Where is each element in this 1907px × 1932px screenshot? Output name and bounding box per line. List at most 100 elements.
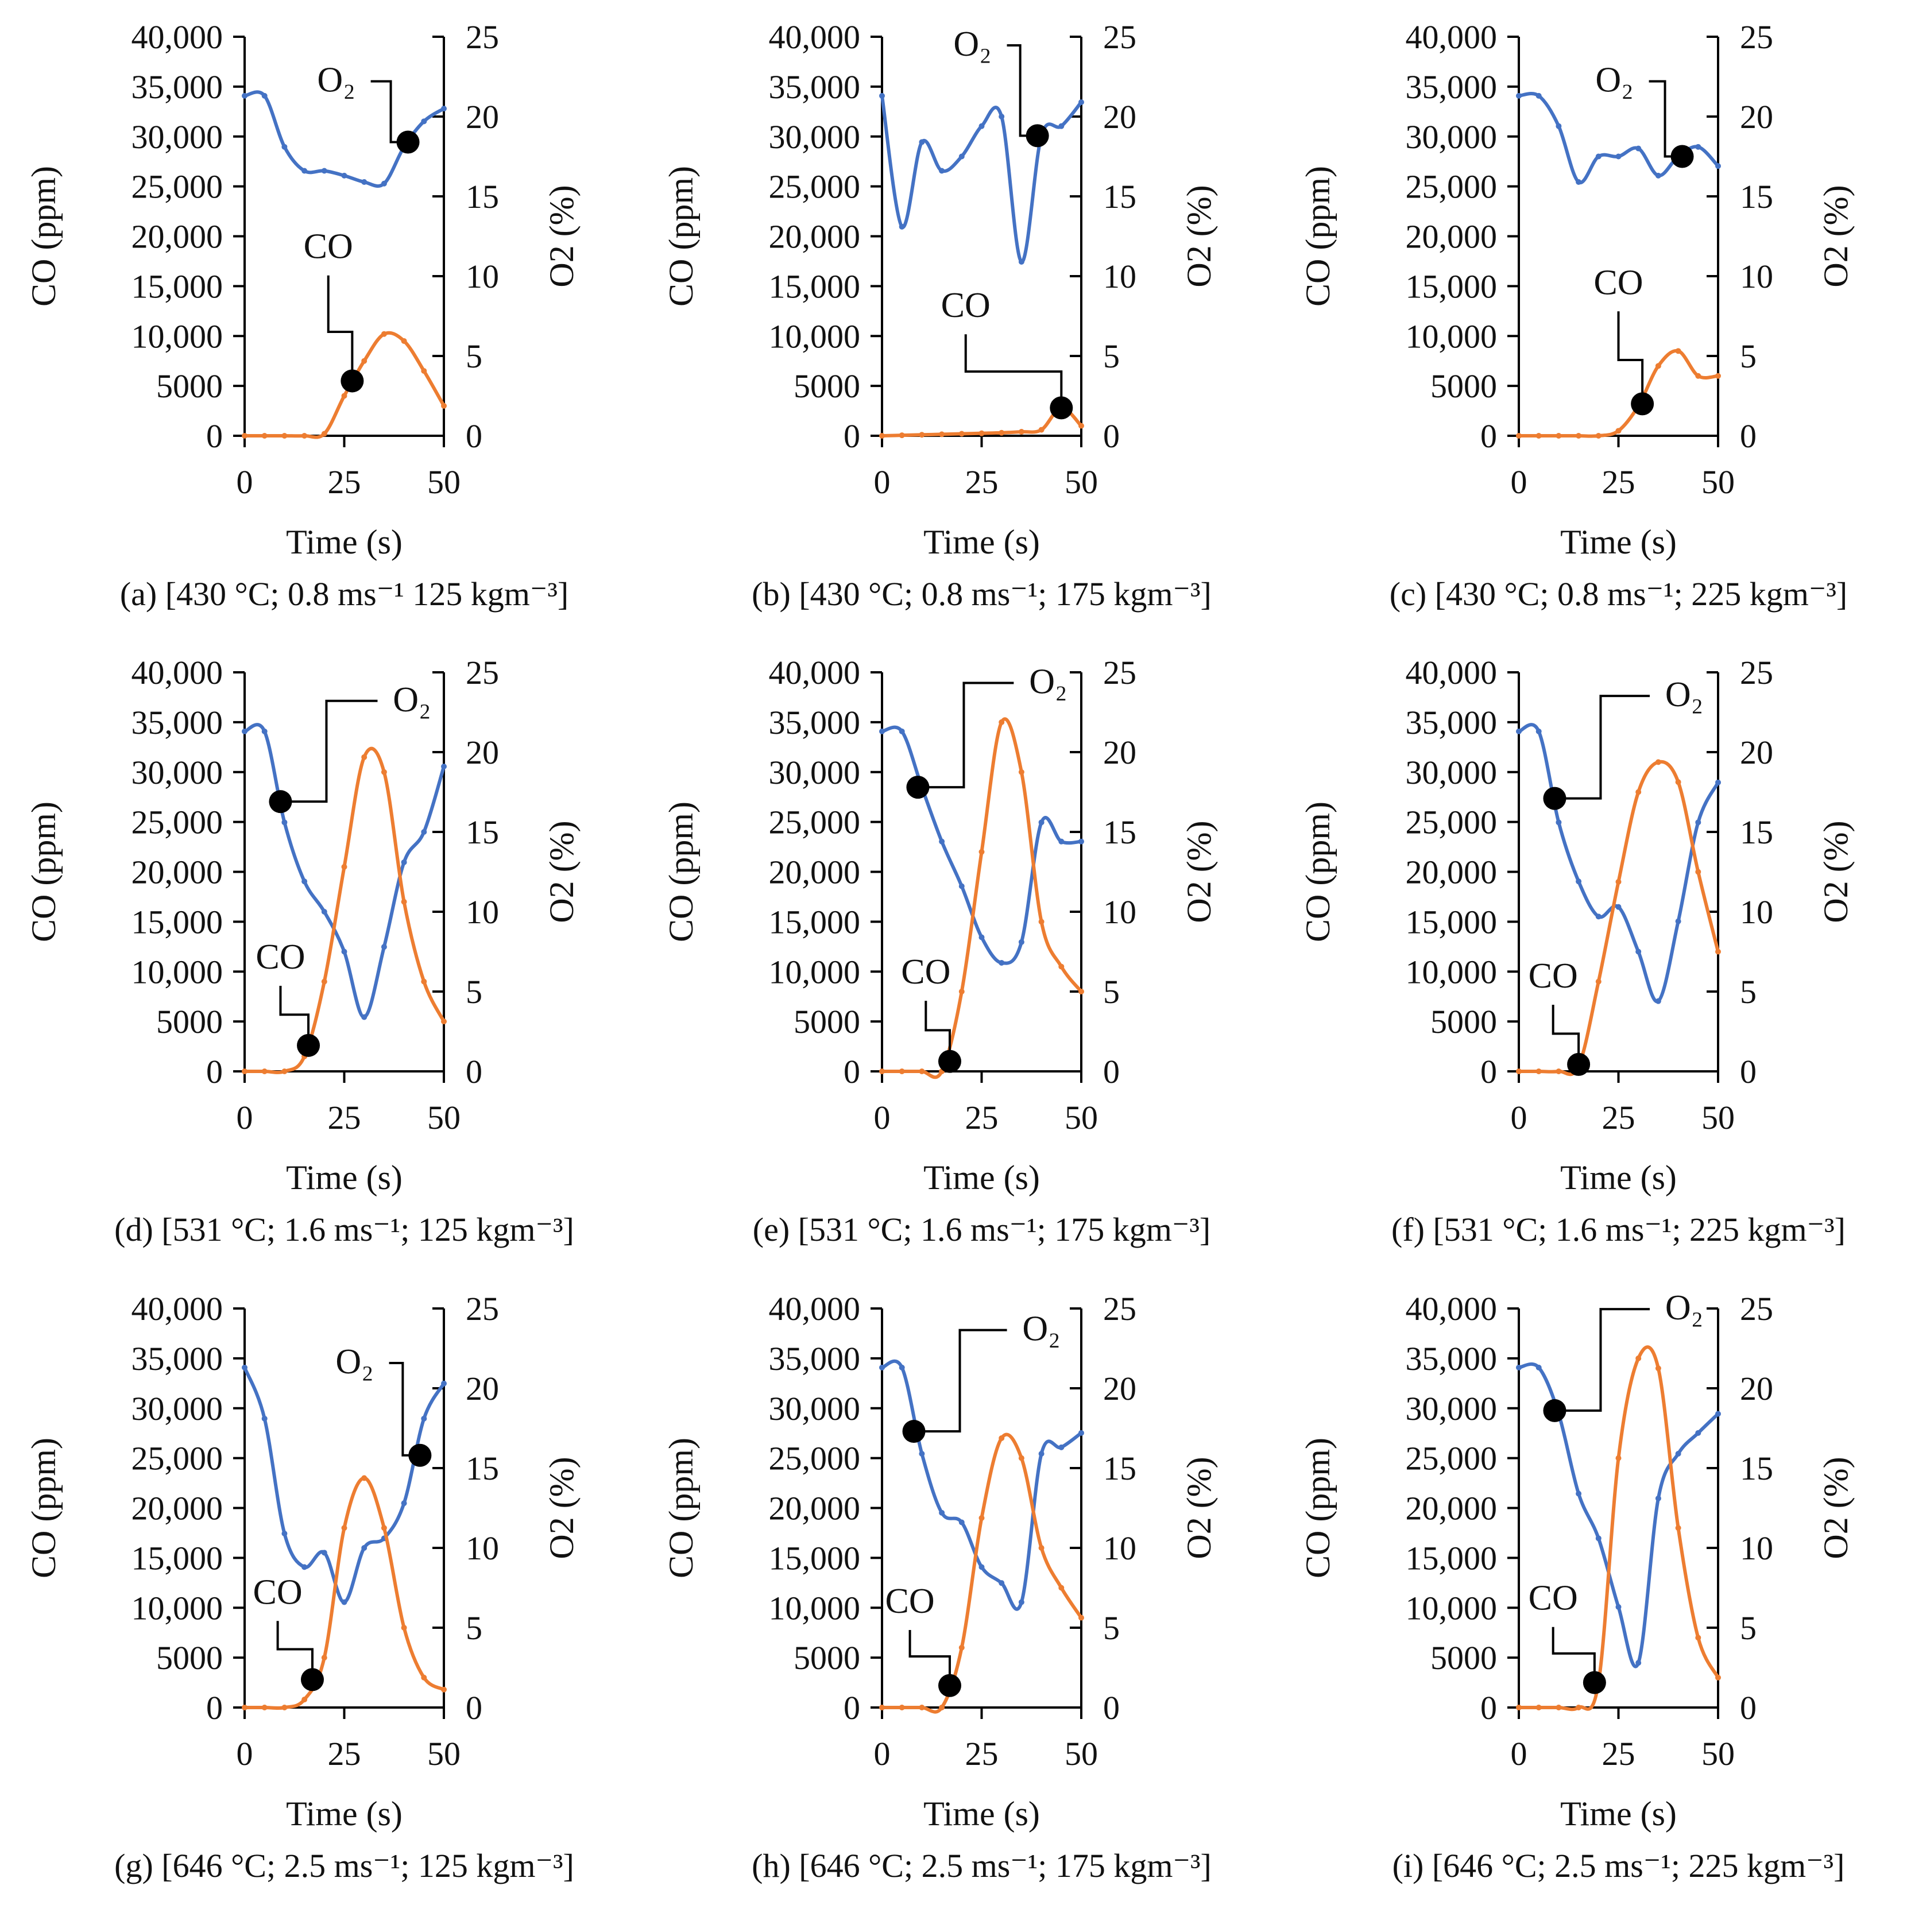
o2-series-point xyxy=(899,1364,905,1370)
co-series-point xyxy=(1595,433,1602,439)
left-tick-label: 10,000 xyxy=(1406,953,1498,990)
co-series-point xyxy=(978,430,985,436)
co-series-point xyxy=(1635,1355,1642,1361)
right-tick-label: 5 xyxy=(1740,338,1757,375)
right-tick-label: 10 xyxy=(1103,893,1136,931)
left-tick-label: 5000 xyxy=(794,1639,860,1677)
left-tick-label: 30,000 xyxy=(769,118,861,156)
o2-series-point xyxy=(1576,1490,1582,1497)
x-axis-title: Time (s) xyxy=(923,523,1040,561)
left-tick-label: 20,000 xyxy=(769,218,861,255)
o2-series-point xyxy=(1018,1599,1024,1605)
co-annotation-label: CO xyxy=(256,938,305,977)
co-series-point xyxy=(1058,1585,1065,1591)
co-annotation-label: CO xyxy=(941,286,991,325)
co-series-point xyxy=(1576,1705,1582,1710)
o2-series-point xyxy=(1516,728,1522,734)
o2-series-point xyxy=(899,728,905,734)
o2-series-point xyxy=(1576,878,1582,885)
left-tick-label: 20,000 xyxy=(1406,1490,1498,1527)
o2-series-point xyxy=(421,1415,427,1422)
left-tick-label: 35,000 xyxy=(769,68,861,106)
o2-series-point xyxy=(1655,998,1661,1004)
x-tick-label: 25 xyxy=(1602,1735,1635,1772)
co-series-point xyxy=(939,431,945,437)
co-series-point xyxy=(1655,363,1661,369)
o2-series-point xyxy=(1695,144,1701,150)
right-tick-label: 20 xyxy=(466,734,499,771)
o2-series-point xyxy=(242,1364,247,1370)
o2-series-point xyxy=(301,878,308,885)
co-series-point xyxy=(361,754,368,760)
o2-series-point xyxy=(301,168,308,174)
right-tick-label: 0 xyxy=(1740,1053,1757,1090)
right-tick-label: 25 xyxy=(1103,18,1136,56)
right-tick-label: 25 xyxy=(1103,1290,1136,1327)
o2-annotation-label: O₂ xyxy=(1665,1288,1703,1327)
co-series-point xyxy=(401,1625,407,1631)
co-series-point xyxy=(321,1655,327,1661)
co-series-point xyxy=(261,433,268,439)
left-tick-label: 30,000 xyxy=(131,1390,223,1427)
x-tick-label: 25 xyxy=(1602,1099,1635,1136)
co-callout-line xyxy=(964,334,1063,408)
o2-series-point xyxy=(381,180,387,187)
x-tick-label: 0 xyxy=(874,463,891,501)
left-tick-label: 40,000 xyxy=(769,654,861,691)
co-series-point xyxy=(281,1705,288,1710)
o2-series-point xyxy=(879,728,885,734)
co-series-point xyxy=(361,358,368,364)
co-series-point xyxy=(1018,769,1024,775)
o2-series-point xyxy=(1635,1660,1642,1666)
co-series-point xyxy=(381,1525,387,1531)
co-series-point xyxy=(361,1475,368,1481)
o2-annotation-label: O₂ xyxy=(1665,675,1703,714)
co-marker-dot xyxy=(938,1674,961,1697)
right-tick-label: 25 xyxy=(466,18,499,56)
o2-series-point xyxy=(1615,153,1622,160)
o2-series-point xyxy=(1715,1411,1721,1417)
o2-series-point xyxy=(1635,145,1642,152)
o2-callout-line xyxy=(1007,44,1038,137)
left-tick-label: 0 xyxy=(844,1053,860,1090)
right-tick-label: 0 xyxy=(466,1053,482,1090)
left-tick-label: 35,000 xyxy=(769,1340,861,1377)
co-series-point xyxy=(939,1705,945,1710)
chart-panel-a: 0500010,00015,00020,00025,00030,00035,00… xyxy=(25,18,581,613)
right-tick-label: 0 xyxy=(1103,417,1120,455)
o2-series-point xyxy=(261,1415,268,1422)
right-tick-label: 5 xyxy=(466,338,482,375)
panel-caption: (a) [430 °C; 0.8 ms⁻¹ 125 kgm⁻³] xyxy=(120,575,568,613)
co-series-point xyxy=(1516,1705,1522,1710)
o2-series-point xyxy=(1078,1430,1084,1436)
co-series-point xyxy=(401,899,407,905)
o2-callout-line xyxy=(1554,1308,1650,1412)
left-axis-title: CO (ppm) xyxy=(25,166,63,307)
right-tick-label: 0 xyxy=(466,1689,482,1726)
chart-panel-f: 0500010,00015,00020,00025,00030,00035,00… xyxy=(1299,654,1855,1248)
left-tick-label: 5000 xyxy=(794,367,860,405)
co-series-point xyxy=(1655,1365,1661,1372)
right-tick-label: 20 xyxy=(1103,734,1136,771)
right-tick-label: 15 xyxy=(466,814,499,851)
co-annotation-label: CO xyxy=(253,1573,303,1612)
co-series-point xyxy=(1018,429,1024,435)
co-annotation-label: CO xyxy=(885,1582,935,1621)
o2-series-point xyxy=(301,1564,308,1570)
x-tick-label: 25 xyxy=(328,463,361,501)
left-tick-label: 35,000 xyxy=(131,68,223,106)
o2-annotation-label: O₂ xyxy=(953,25,991,64)
co-series-point xyxy=(978,849,985,855)
left-tick-label: 20,000 xyxy=(769,1490,861,1527)
right-tick-label: 15 xyxy=(1103,814,1136,851)
x-tick-label: 25 xyxy=(328,1099,361,1136)
co-series-point xyxy=(1715,373,1721,379)
o2-series-point xyxy=(321,909,327,915)
o2-series-point xyxy=(1078,99,1084,105)
left-tick-label: 5000 xyxy=(156,367,223,405)
co-series-line xyxy=(882,1432,1083,1714)
x-tick-label: 0 xyxy=(874,1735,891,1772)
o2-series-point xyxy=(421,829,427,835)
left-tick-label: 25,000 xyxy=(1406,168,1498,206)
co-series-point xyxy=(1078,989,1084,994)
